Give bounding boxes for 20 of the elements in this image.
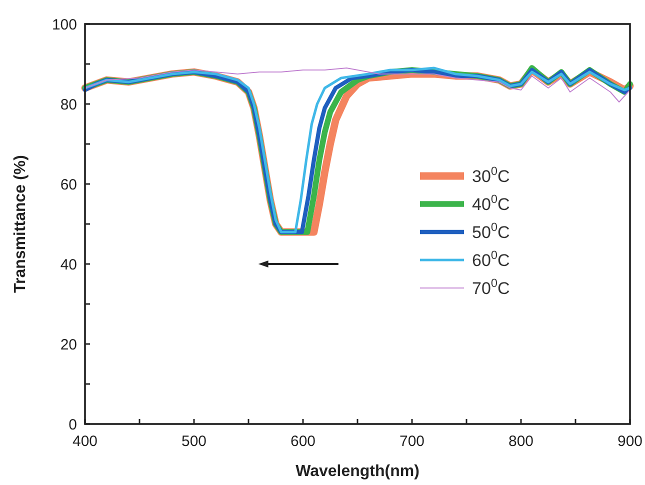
legend-label: 70$^{0}$C	[472, 276, 510, 298]
y-tick-label: 0	[68, 416, 77, 434]
legend-label: 60$^{0}$C	[472, 248, 510, 270]
x-tick-label: 600	[290, 433, 316, 450]
x-tick-label: 400	[72, 433, 98, 450]
x-tick-label: 700	[399, 433, 425, 450]
x-tick-label: 800	[508, 433, 534, 450]
y-tick-label: 100	[52, 16, 77, 34]
x-tick-label: 900	[617, 433, 643, 450]
legend-label: 40$^{0}$C	[472, 192, 510, 214]
legend-label: 30$^{0}$C	[472, 164, 510, 186]
y-tick-label: 60	[60, 176, 77, 194]
y-tick-label: 20	[60, 336, 77, 354]
y-tick-label: 40	[60, 256, 77, 274]
x-axis-title: Wavelength(nm)	[296, 463, 420, 480]
legend-label: 50$^{0}$C	[472, 220, 510, 242]
line-series	[84, 68, 630, 102]
y-axis-title: Transmittance (%)	[12, 155, 29, 293]
x-tick-label: 500	[181, 433, 207, 450]
y-tick-label: 80	[60, 96, 77, 114]
